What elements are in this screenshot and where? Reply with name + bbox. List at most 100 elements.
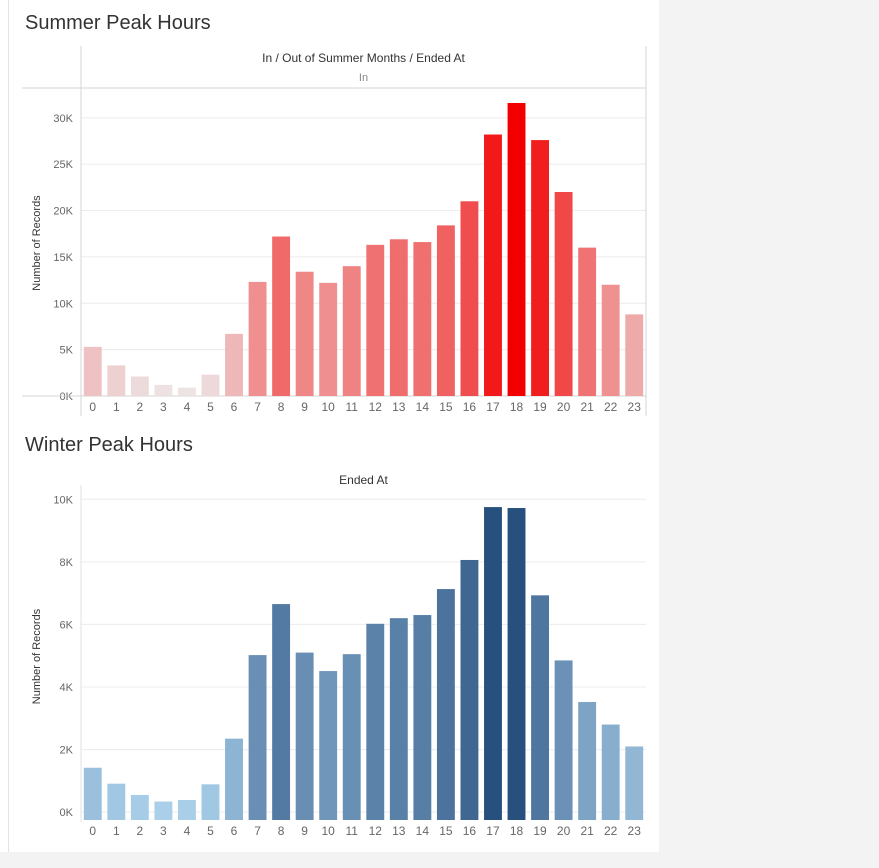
winter-bar-22 bbox=[601, 724, 620, 820]
winter-ytick-label: 10K bbox=[53, 494, 73, 506]
winter-bar-19 bbox=[531, 595, 550, 820]
summer-xtick-label: 1 bbox=[113, 400, 120, 414]
summer-xtick-label: 14 bbox=[416, 400, 430, 414]
summer-ytick-label: 10K bbox=[53, 298, 73, 310]
summer-xtick-label: 6 bbox=[231, 400, 238, 414]
winter-bar-13 bbox=[389, 618, 408, 820]
winter-bar-4 bbox=[177, 799, 196, 820]
winter-xtick-label: 0 bbox=[89, 824, 96, 838]
summer-bar-1 bbox=[107, 365, 126, 396]
summer-bar-12 bbox=[366, 244, 385, 396]
summer-xtick-label: 9 bbox=[301, 400, 308, 414]
summer-ytick-label: 25K bbox=[53, 159, 73, 171]
summer-bar-20 bbox=[554, 192, 573, 396]
winter-xtick-label: 21 bbox=[580, 824, 594, 838]
summer-xtick-label: 22 bbox=[604, 400, 618, 414]
summer-bar-8 bbox=[272, 236, 291, 396]
winter-bar-11 bbox=[342, 654, 361, 820]
summer-ytick-label: 0K bbox=[60, 391, 74, 403]
summer-bar-14 bbox=[413, 242, 432, 396]
winter-bar-21 bbox=[578, 702, 597, 820]
summer-bar-3 bbox=[154, 384, 173, 396]
summer-xtick-label: 2 bbox=[137, 400, 144, 414]
summer-ytick-label: 5K bbox=[60, 345, 74, 357]
summer-bar-7 bbox=[248, 281, 267, 396]
summer-bar-11 bbox=[342, 266, 361, 396]
winter-xtick-label: 4 bbox=[184, 824, 191, 838]
summer-xtick-label: 11 bbox=[345, 400, 358, 414]
summer-bar-22 bbox=[601, 284, 620, 396]
summer-bar-2 bbox=[130, 376, 149, 396]
summer-xtick-label: 10 bbox=[322, 400, 336, 414]
winter-bar-17 bbox=[484, 507, 502, 820]
winter-ytick-label: 2K bbox=[60, 745, 74, 757]
summer-bar-13 bbox=[389, 239, 408, 396]
summer-xtick-label: 21 bbox=[580, 400, 594, 414]
winter-xtick-label: 1 bbox=[113, 824, 120, 838]
winter-ytick-label: 6K bbox=[60, 619, 74, 631]
winter-column-header: Ended At bbox=[339, 473, 388, 487]
winter-bar-18 bbox=[507, 508, 526, 820]
summer-subheader: In bbox=[358, 72, 369, 84]
summer-xtick-label: 23 bbox=[628, 400, 642, 414]
winter-xtick-label: 14 bbox=[416, 824, 430, 838]
winter-xtick-label: 10 bbox=[322, 824, 336, 838]
summer-xtick-label: 0 bbox=[89, 400, 96, 414]
winter-xtick-label: 17 bbox=[486, 824, 500, 838]
winter-xtick-label: 12 bbox=[369, 824, 383, 838]
summer-bar-10 bbox=[319, 282, 338, 396]
winter-bar-8 bbox=[272, 604, 291, 820]
summer-bar-19 bbox=[531, 140, 550, 396]
winter-bar-16 bbox=[460, 559, 479, 820]
summer-bar-15 bbox=[436, 225, 455, 396]
summer-xtick-label: 19 bbox=[533, 400, 547, 414]
summer-xtick-label: 13 bbox=[392, 400, 406, 414]
winter-xtick-label: 7 bbox=[254, 824, 261, 838]
winter-chart-title: Winter Peak Hours bbox=[25, 434, 193, 456]
summer-xtick-label: 5 bbox=[207, 400, 214, 414]
winter-bar-12 bbox=[366, 623, 385, 820]
winter-xtick-label: 9 bbox=[301, 824, 308, 838]
summer-chart-title: Summer Peak Hours bbox=[25, 12, 211, 34]
winter-bar-9 bbox=[295, 652, 314, 820]
winter-xtick-label: 22 bbox=[604, 824, 618, 838]
winter-bar-0 bbox=[83, 767, 102, 820]
summer-ytick-label: 15K bbox=[53, 252, 73, 264]
summer-y-axis-title: Number of Records bbox=[31, 195, 43, 291]
summer-xtick-label: 17 bbox=[486, 400, 500, 414]
winter-xtick-label: 16 bbox=[463, 824, 477, 838]
winter-bar-1 bbox=[107, 783, 126, 820]
winter-bar-5 bbox=[201, 784, 220, 820]
summer-xtick-label: 16 bbox=[463, 400, 477, 414]
winter-bar-14 bbox=[413, 615, 432, 820]
winter-xtick-label: 6 bbox=[231, 824, 238, 838]
summer-bar-17 bbox=[484, 134, 502, 396]
winter-bar-10 bbox=[319, 671, 338, 820]
winter-xtick-label: 15 bbox=[439, 824, 453, 838]
winter-ytick-label: 8K bbox=[60, 557, 74, 569]
winter-xtick-label: 20 bbox=[557, 824, 571, 838]
winter-xtick-label: 11 bbox=[345, 824, 358, 838]
winter-xtick-label: 5 bbox=[207, 824, 214, 838]
summer-bar-16 bbox=[460, 201, 479, 396]
dashboard-canvas: Summer Peak Hours In / Out of Summer Mon… bbox=[0, 0, 659, 852]
summer-xtick-label: 8 bbox=[278, 400, 285, 414]
summer-bar-0 bbox=[83, 346, 102, 396]
winter-bar-6 bbox=[225, 738, 243, 820]
summer-bar-18 bbox=[507, 102, 526, 397]
winter-bar-20 bbox=[554, 660, 573, 820]
summer-ytick-label: 20K bbox=[53, 206, 73, 218]
summer-bar-4 bbox=[177, 387, 196, 396]
left-panel-edge bbox=[0, 0, 9, 852]
summer-bar-6 bbox=[225, 333, 243, 396]
summer-xtick-label: 7 bbox=[254, 400, 261, 414]
winter-bar-23 bbox=[625, 746, 644, 820]
summer-xtick-label: 18 bbox=[510, 400, 524, 414]
winter-xtick-label: 3 bbox=[160, 824, 167, 838]
summer-column-header: In / Out of Summer Months / Ended At bbox=[262, 51, 465, 65]
winter-bar-3 bbox=[154, 801, 173, 820]
summer-bar-21 bbox=[578, 247, 597, 396]
summer-xtick-label: 12 bbox=[369, 400, 383, 414]
